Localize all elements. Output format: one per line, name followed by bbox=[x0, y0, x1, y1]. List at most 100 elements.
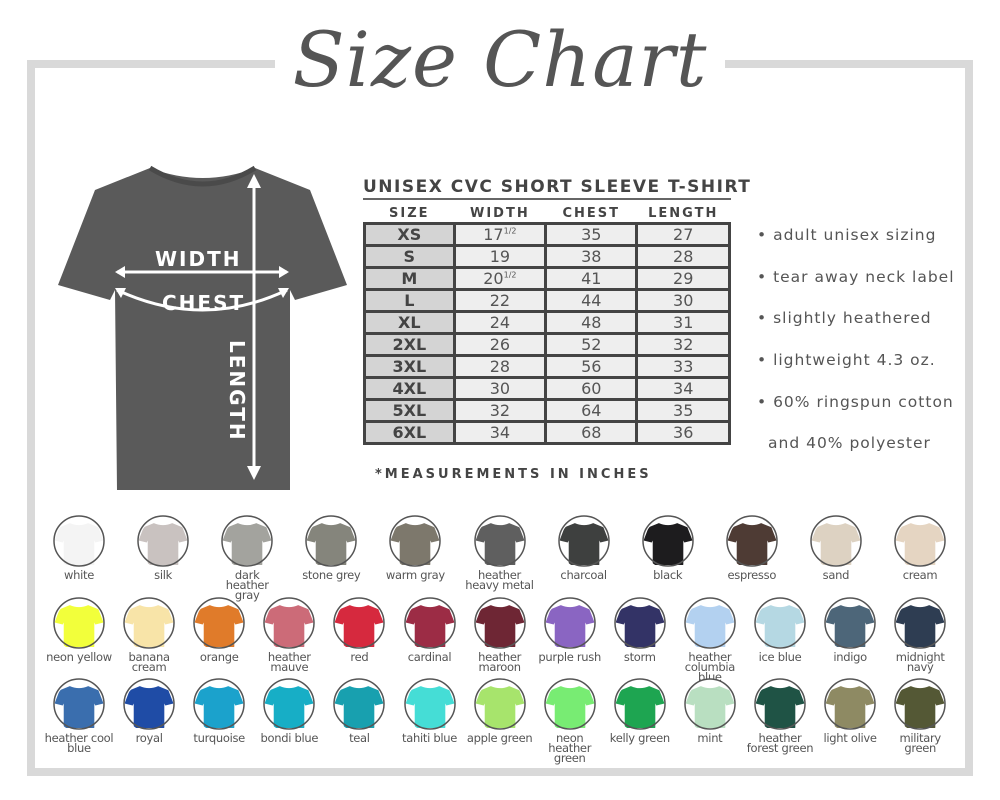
color-swatch[interactable]: military green bbox=[875, 677, 965, 755]
color-swatch[interactable]: orange bbox=[174, 596, 264, 663]
color-swatch[interactable]: apple green bbox=[455, 677, 545, 744]
color-swatch[interactable]: black bbox=[623, 514, 713, 582]
length-value: 32 bbox=[673, 335, 694, 354]
color-swatch[interactable]: heather mauve bbox=[244, 596, 334, 674]
chest-value: 48 bbox=[581, 313, 602, 332]
color-swatch[interactable]: turquoise bbox=[174, 677, 264, 744]
color-name: storm bbox=[623, 650, 656, 664]
tshirt-icon bbox=[305, 515, 358, 567]
color-name: espresso bbox=[727, 568, 777, 582]
color-name: red bbox=[350, 650, 369, 664]
size-value: 4XL bbox=[392, 379, 427, 398]
length-value: 34 bbox=[673, 379, 694, 398]
length-cell: 30 bbox=[635, 288, 731, 313]
tshirt-icon bbox=[894, 678, 946, 730]
color-swatch[interactable]: charcoal bbox=[539, 514, 629, 581]
tshirt-icon bbox=[754, 678, 806, 730]
table-title: UNISEX CVC SHORT SLEEVE T-SHIRT bbox=[363, 176, 750, 200]
color-swatch[interactable]: heather forest green bbox=[735, 677, 825, 754]
color-swatch[interactable]: sand bbox=[791, 514, 881, 581]
color-swatch[interactable]: heather maroon bbox=[455, 596, 545, 674]
size-value: XS bbox=[397, 225, 422, 244]
feature-list: • adult unisex sizing • tear away neck la… bbox=[757, 226, 955, 476]
color-swatch[interactable]: red bbox=[314, 596, 404, 664]
tshirt-icon bbox=[193, 597, 245, 649]
color-swatch[interactable]: cardinal bbox=[385, 596, 475, 663]
color-name: heather cool blue bbox=[44, 731, 114, 755]
width-cell: 22 bbox=[452, 288, 548, 313]
color-swatch[interactable]: mint bbox=[665, 677, 755, 744]
color-swatch[interactable]: purple rush bbox=[525, 596, 615, 664]
color-swatch[interactable]: storm bbox=[595, 596, 685, 664]
fraction: 1/2 bbox=[503, 226, 517, 236]
color-name: purple rush bbox=[538, 650, 601, 664]
chest-value: 52 bbox=[581, 335, 602, 354]
color-swatch[interactable]: royal bbox=[104, 677, 194, 744]
table-row: 3XL 28 56 33 bbox=[363, 354, 731, 379]
length-cell: 31 bbox=[635, 310, 731, 335]
color-swatch[interactable]: stone grey bbox=[286, 514, 376, 581]
size-value: 2XL bbox=[392, 335, 427, 354]
tshirt-icon bbox=[473, 597, 526, 649]
color-swatch[interactable]: banana cream bbox=[104, 596, 194, 674]
color-name: tahiti blue bbox=[402, 731, 457, 745]
chest-cell: 60 bbox=[544, 376, 639, 401]
color-name: black bbox=[653, 568, 683, 582]
color-swatch[interactable]: ice blue bbox=[735, 596, 825, 663]
color-swatch[interactable]: white bbox=[34, 514, 124, 581]
color-swatch[interactable]: kelly green bbox=[595, 677, 685, 744]
color-swatch[interactable]: cream bbox=[875, 514, 965, 581]
color-swatch[interactable]: heather heavy metal bbox=[455, 514, 545, 591]
color-name: indigo bbox=[833, 650, 867, 664]
color-name: heather mauve bbox=[267, 650, 311, 674]
color-swatch[interactable]: warm gray bbox=[370, 514, 460, 581]
length-value: 33 bbox=[673, 357, 694, 376]
color-name: light olive bbox=[823, 731, 877, 745]
chest-cell: 64 bbox=[544, 398, 639, 423]
size-value: 3XL bbox=[392, 357, 427, 376]
color-name: dark heather gray bbox=[225, 568, 269, 602]
color-name: banana cream bbox=[128, 650, 170, 674]
chest-cell: 35 bbox=[544, 222, 639, 247]
tshirt-icon bbox=[543, 678, 596, 730]
tshirt-icon bbox=[754, 597, 806, 649]
width-value: 34 bbox=[489, 423, 511, 442]
color-swatch[interactable]: dark heather gray bbox=[202, 514, 292, 602]
feature-item: • 60% ringspun cotton bbox=[757, 392, 954, 411]
color-swatch[interactable]: neon heather green bbox=[525, 677, 615, 764]
tshirt-icon bbox=[389, 515, 442, 567]
size-cell: S bbox=[363, 244, 456, 269]
color-swatch[interactable]: neon yellow bbox=[34, 596, 124, 664]
color-swatch[interactable]: midnight navy bbox=[875, 596, 965, 673]
length-cell: 35 bbox=[635, 398, 731, 423]
color-swatch[interactable]: tahiti blue bbox=[385, 677, 475, 745]
color-name: neon yellow bbox=[46, 650, 112, 664]
length-cell: 33 bbox=[635, 354, 731, 379]
color-name: bondi blue bbox=[260, 731, 319, 745]
tshirt-icon bbox=[684, 678, 736, 730]
color-swatch[interactable]: heather columbia blue bbox=[665, 596, 755, 683]
color-swatch[interactable]: light olive bbox=[805, 677, 895, 745]
column-header: CHEST bbox=[562, 205, 621, 221]
column-header: LENGTH bbox=[648, 205, 719, 221]
color-swatch[interactable]: teal bbox=[314, 677, 404, 744]
tshirt-icon bbox=[333, 678, 386, 730]
tshirt-icon bbox=[123, 597, 175, 649]
table-row: XL 24 48 31 bbox=[363, 310, 731, 335]
color-swatch[interactable]: bondi blue bbox=[244, 677, 334, 745]
tshirt-icon bbox=[333, 597, 386, 649]
column-header: SIZE bbox=[389, 205, 430, 221]
chest-cell: 38 bbox=[544, 244, 639, 269]
tshirt-icon bbox=[614, 678, 666, 730]
chest-cell: 41 bbox=[544, 266, 639, 291]
color-swatch[interactable]: indigo bbox=[805, 596, 895, 664]
color-swatch[interactable]: espresso bbox=[707, 514, 797, 582]
color-swatch[interactable]: silk bbox=[118, 514, 208, 581]
chest-label: CHEST bbox=[162, 291, 245, 315]
measurement-note: *MEASUREMENTS IN INCHES bbox=[375, 467, 652, 482]
color-name: military green bbox=[899, 731, 941, 755]
length-value: 30 bbox=[673, 291, 694, 310]
size-value: 6XL bbox=[392, 423, 427, 442]
color-name: heather maroon bbox=[478, 650, 522, 674]
color-swatch[interactable]: heather cool blue bbox=[34, 677, 124, 755]
